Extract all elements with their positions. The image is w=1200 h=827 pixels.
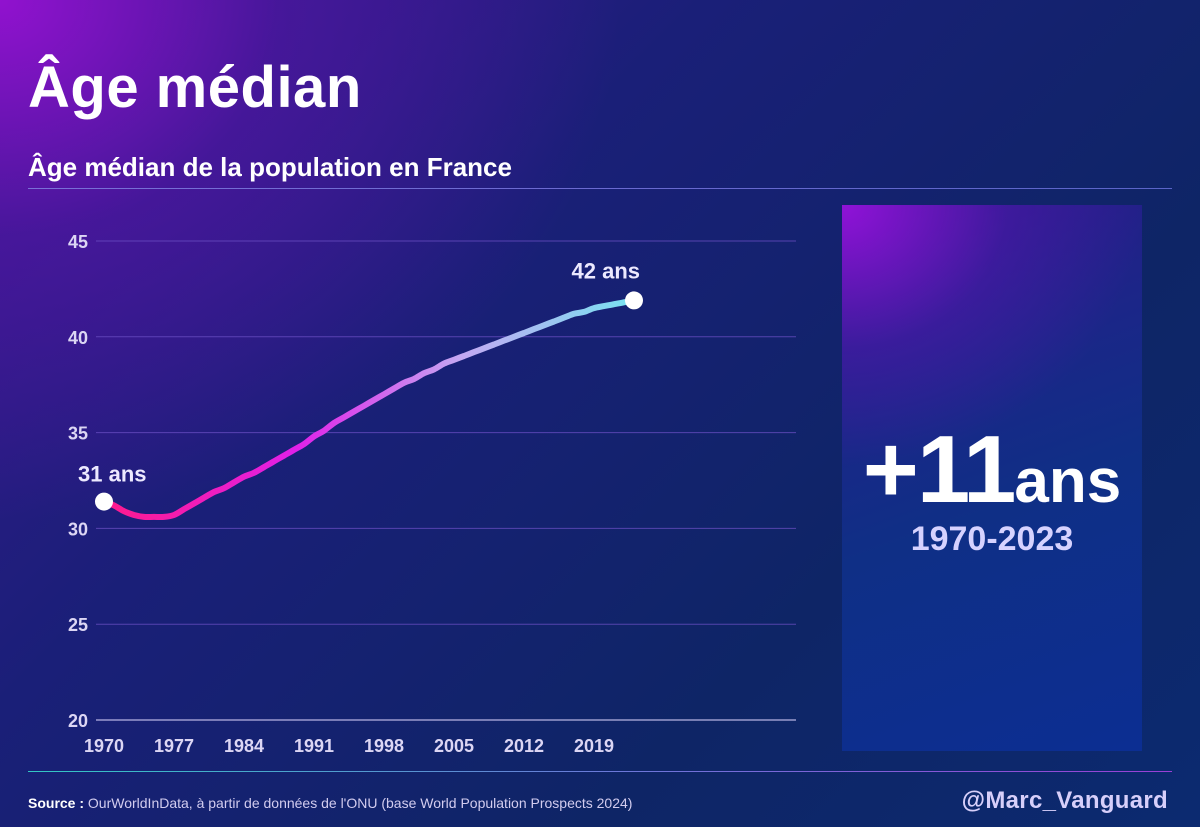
kpi-period: 1970-2023 [910,520,1074,558]
kpi-unit: ans [1014,447,1122,516]
author-handle: @Marc_Vanguard [961,787,1168,814]
y-tick-label: 45 [68,232,88,252]
chart-subtitle: Âge médian de la population en France [28,152,512,182]
source-label: Source : [28,795,85,811]
kpi-number: +11 [862,416,1017,523]
source-note: Source : OurWorldInData, à partir de don… [28,794,632,812]
start-data-point [95,492,113,511]
x-tick-label: 2012 [504,736,544,756]
footer-divider [28,771,1172,772]
x-tick-label: 1998 [364,736,404,756]
source-text: OurWorldInData, à partir de données de l… [84,795,633,811]
y-tick-label: 20 [68,711,88,731]
x-tick-label: 1977 [154,736,194,756]
end-data-point [625,291,643,310]
x-tick-label: 1991 [294,736,334,756]
x-tick-label: 1984 [224,736,264,756]
chart-gridlines [96,240,796,721]
x-tick-label: 2005 [434,736,474,756]
y-axis-ticks: 20 25 30 35 40 45 [68,232,88,731]
start-data-label: 31 ans [78,462,147,487]
x-tick-label: 2019 [574,736,614,756]
y-tick-label: 25 [68,615,88,635]
y-tick-label: 30 [68,519,88,539]
kpi-value: +11ans [842,415,1142,553]
end-data-label: 42 ans [572,258,641,283]
median-age-series-line [101,297,637,521]
kpi-panel: +11ans 1970-2023 [842,205,1142,751]
page-title: Âge médian [28,55,362,120]
header-divider [28,188,1172,189]
x-tick-label: 1970 [84,736,124,756]
y-tick-label: 35 [68,424,88,444]
x-axis-ticks: 1970 1977 1984 1991 1998 2005 2012 2019 [84,736,614,756]
median-age-line-chart: 20 25 30 35 40 45 1970 1977 1984 1991 1998 2005 201… [68,232,796,756]
y-tick-label: 40 [68,328,88,348]
